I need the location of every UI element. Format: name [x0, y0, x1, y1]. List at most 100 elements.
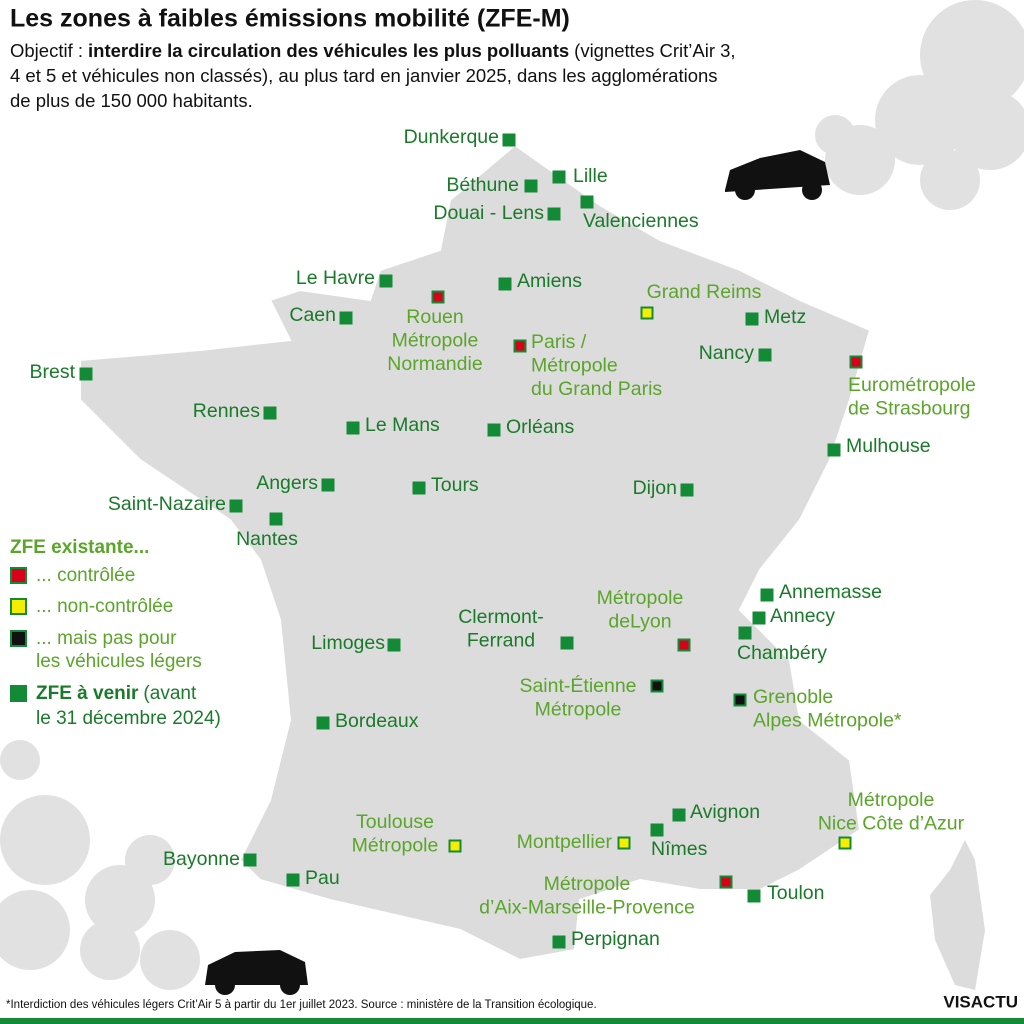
city-marker [431, 290, 445, 304]
city-marker [738, 626, 752, 640]
city-marker [513, 339, 527, 353]
city: Pau [286, 867, 340, 889]
city: Tours [412, 474, 479, 496]
city: Annemasse [760, 581, 882, 603]
legend-label: ... contrôlée [36, 565, 135, 586]
city: Perpignan [552, 928, 660, 950]
city-label: Nancy [699, 342, 755, 364]
city-marker [269, 512, 283, 526]
city-marker [680, 483, 694, 497]
city-marker [79, 367, 93, 381]
city-label: Angers [256, 472, 318, 494]
city-label: Montpellier [517, 831, 613, 853]
city-marker [502, 133, 516, 147]
city-marker [827, 443, 841, 457]
subtitle-label: Objectif : [10, 40, 83, 61]
city-marker [487, 423, 501, 437]
corsica [930, 840, 985, 990]
city-label: Alpes Métropole* [753, 710, 902, 732]
city-marker [243, 853, 257, 867]
city-marker [758, 348, 772, 362]
city-label: Le Mans [365, 414, 440, 436]
france [79, 143, 872, 962]
city-label: Perpignan [571, 928, 660, 950]
city-marker [650, 679, 664, 693]
city-label: Douai - Lens [433, 202, 544, 224]
subtitle-text: (vignettes Crit’Air 3, [574, 40, 735, 61]
city: Bordeaux [316, 710, 419, 732]
bottom-bar [0, 1018, 1024, 1024]
city-label: Rouen [406, 306, 463, 328]
legend-title: ZFE existante... [10, 537, 149, 558]
city-label: Brest [29, 361, 75, 383]
city-marker [387, 638, 401, 652]
legend: ZFE existante... ... contrôlée ... non-con… [10, 537, 221, 729]
city-label: deLyon [608, 611, 671, 633]
legend-bold: ZFE à venir [36, 683, 139, 704]
city-label: Le Havre [296, 267, 375, 289]
car [205, 150, 830, 995]
legend-label: ... mais pas pour [36, 628, 177, 649]
city: Clermont-Ferrand [458, 606, 574, 652]
city-label: Metz [764, 306, 806, 328]
city-label: Bayonne [163, 848, 240, 870]
city: Brest [29, 361, 93, 383]
city-label: Limoges [311, 632, 385, 654]
city-label: Normandie [387, 353, 482, 375]
city-marker [719, 875, 733, 889]
footnote: *Interdiction des véhicules légers Crit’… [6, 999, 597, 1011]
legend-label: ZFE à venir (avant [36, 683, 197, 704]
city-label: Paris / [531, 331, 587, 353]
city-label: Valenciennes [583, 210, 699, 232]
city-label: Grand Reims [647, 281, 762, 303]
city-label: Amiens [517, 270, 582, 292]
city-marker [838, 836, 852, 850]
city-label: Ferrand [467, 630, 535, 652]
city-marker [412, 481, 426, 495]
city-marker [677, 638, 691, 652]
city: Toulon [747, 882, 824, 904]
subtitle-emphasis: interdire la circulation des véhicules l… [88, 40, 569, 61]
legend-text: (avant [143, 683, 197, 704]
city-label: Bordeaux [335, 710, 419, 732]
city-label: Saint-Étienne [519, 674, 636, 697]
city-label: Grenoble [753, 686, 833, 708]
city-marker [321, 478, 335, 492]
city-label: du Grand Paris [531, 378, 662, 400]
city-marker [552, 935, 566, 949]
city: Nantes [236, 512, 298, 550]
city-label: Métropole [392, 330, 479, 352]
city-label: Nîmes [651, 838, 708, 860]
city: Orléans [487, 416, 575, 438]
logo: VISACTU [943, 992, 1018, 1011]
city-label: Mulhouse [846, 435, 931, 457]
city-marker [849, 355, 863, 369]
city-label: Avignon [690, 801, 760, 823]
city: Lille [552, 165, 608, 187]
city-label: Pau [305, 867, 340, 889]
city-marker [617, 836, 631, 850]
city-label: Lille [573, 165, 608, 187]
city-marker [760, 588, 774, 602]
title: Les zones à faibles émissions mobilité (… [10, 5, 570, 33]
city: Metz [745, 306, 806, 328]
city-marker [263, 406, 277, 420]
city-marker [733, 693, 747, 707]
city-label: Clermont- [458, 606, 544, 628]
city: Béthune [446, 174, 538, 196]
legend-swatch [10, 598, 27, 615]
city: Grand Reims [640, 281, 762, 320]
bubbles [0, 0, 1024, 990]
legend-label: le 31 décembre 2024) [36, 708, 221, 729]
city-marker [560, 636, 574, 650]
city: Nancy [699, 342, 772, 364]
legend-swatch [10, 567, 27, 584]
city: Annecy [752, 605, 835, 627]
city-label: Métropole [848, 789, 935, 811]
city-marker [580, 195, 594, 209]
city: Amiens [498, 270, 582, 292]
city-label: Eurométropole [848, 374, 976, 396]
